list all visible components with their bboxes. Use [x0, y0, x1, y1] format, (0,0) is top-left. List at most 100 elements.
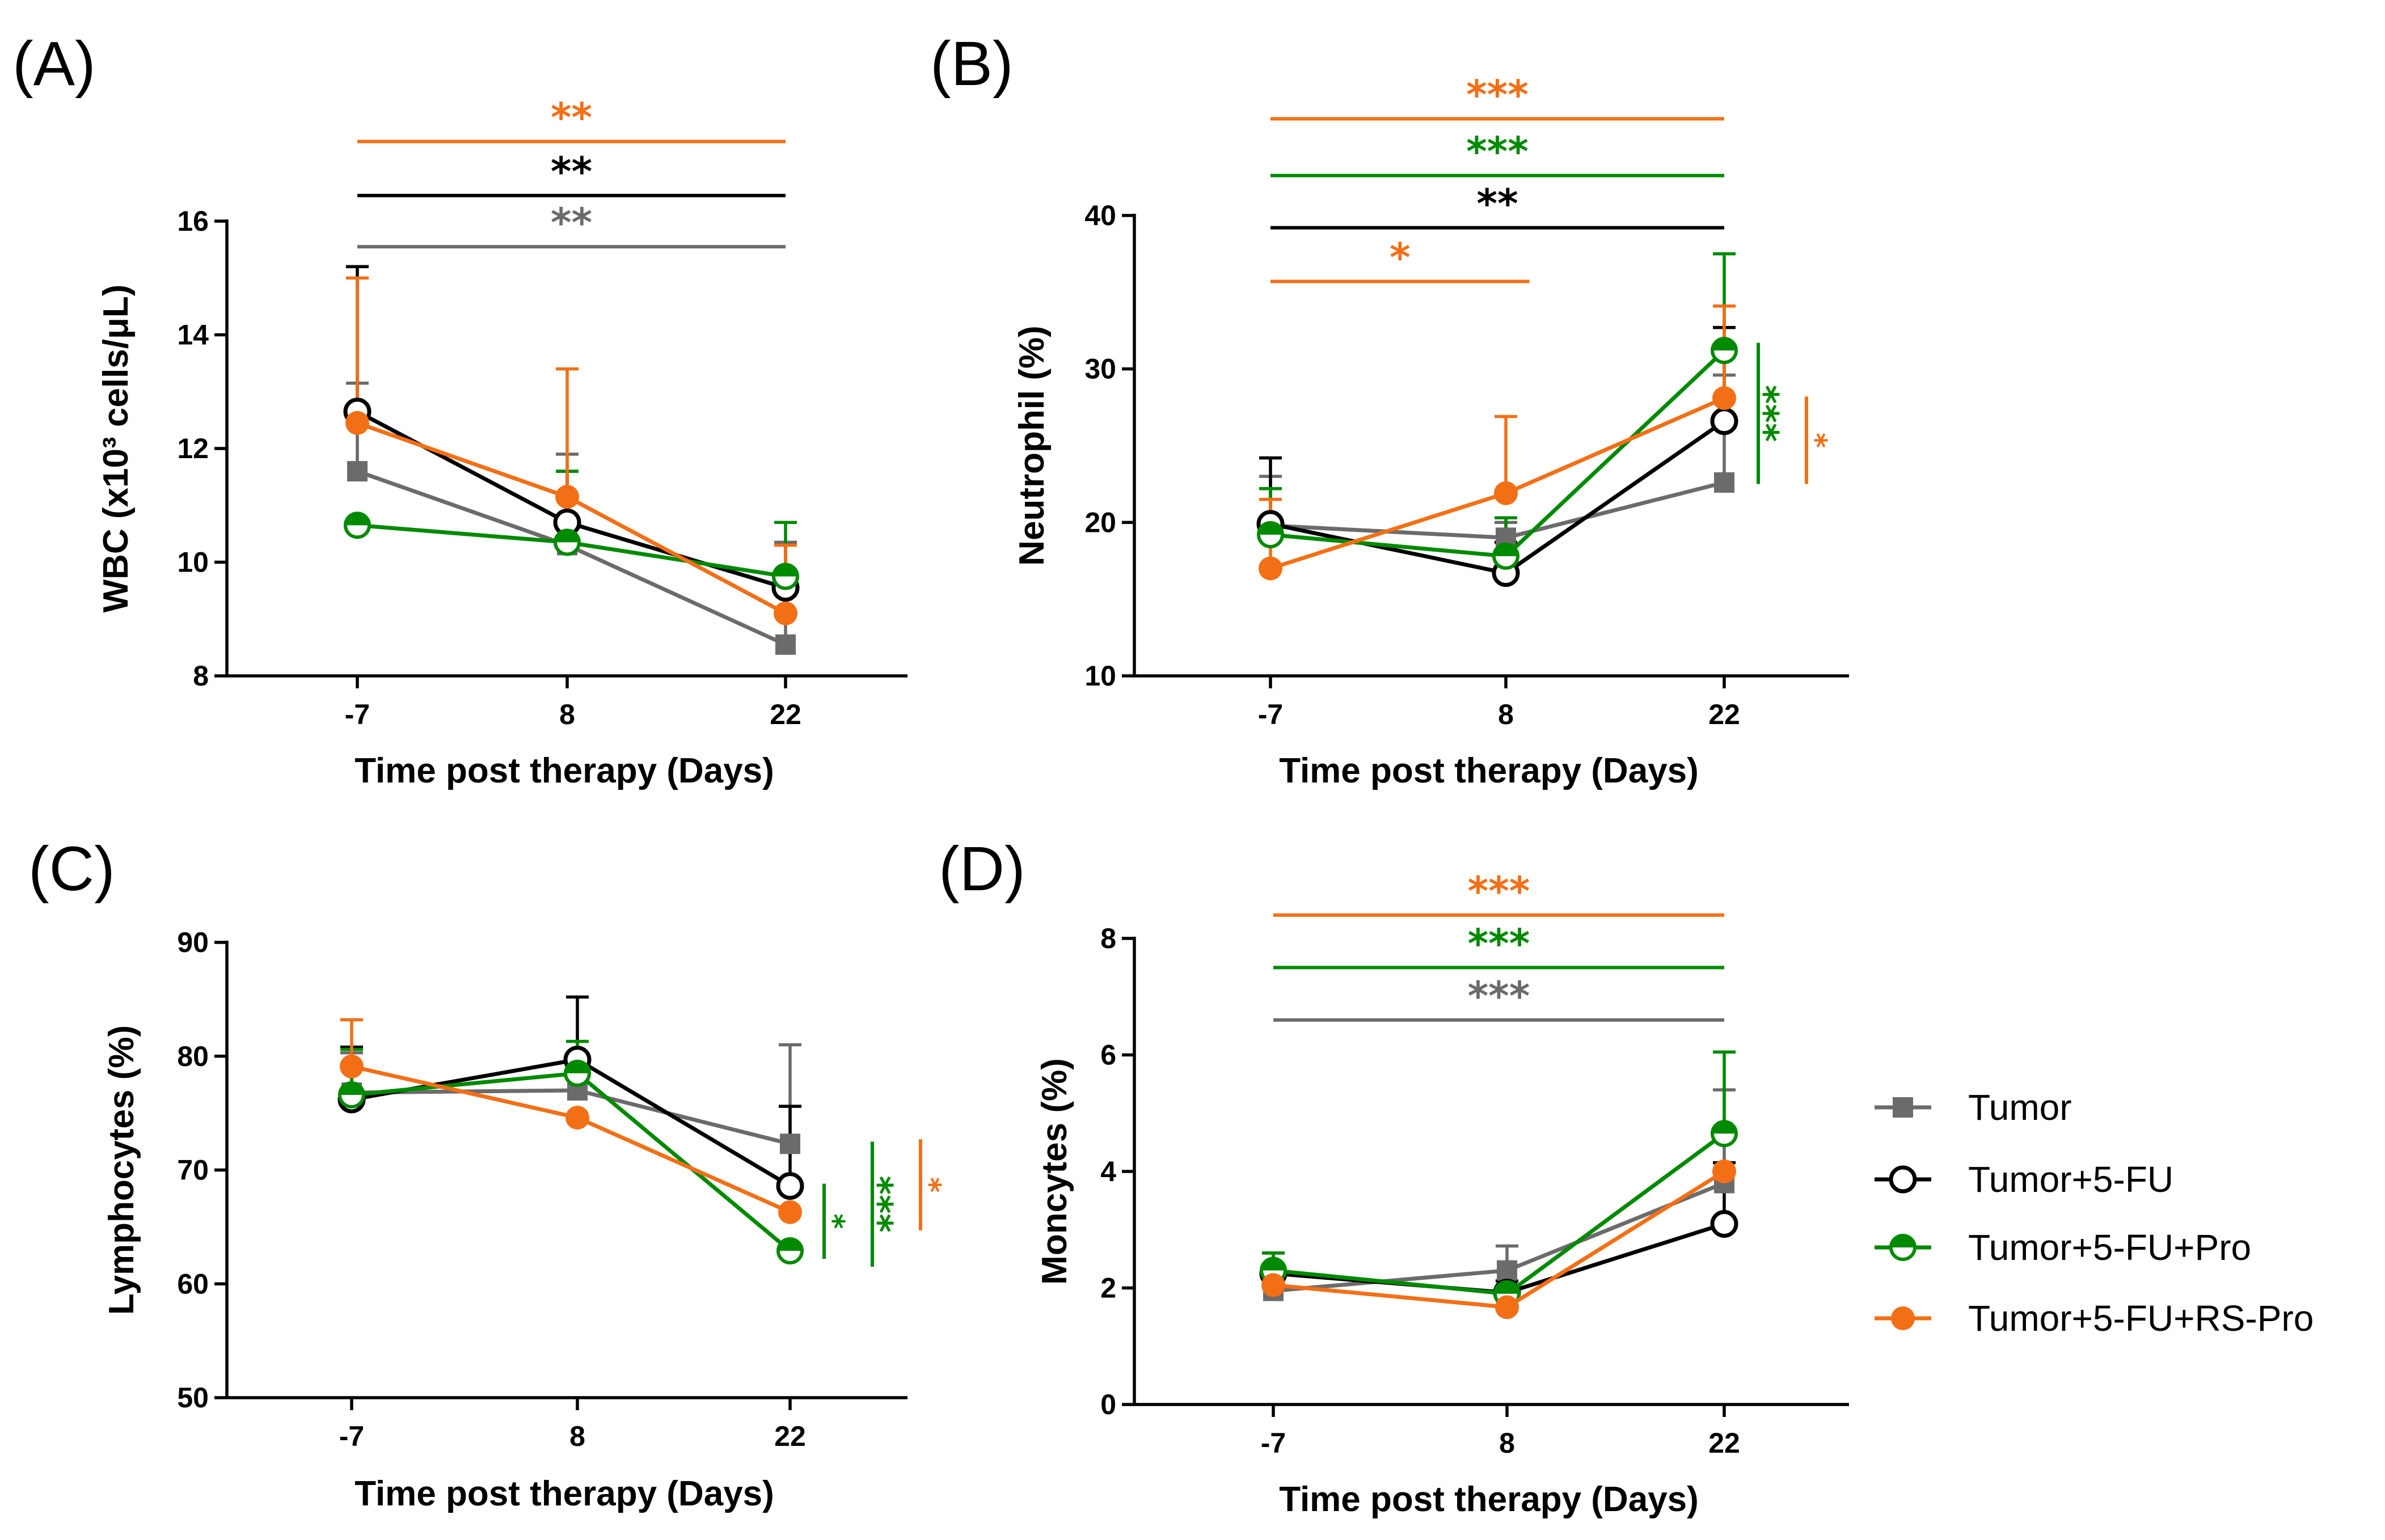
series-point-marker-fill: [340, 1083, 364, 1095]
series-point-marker-fill: [778, 1239, 802, 1251]
series-point-marker: [778, 1200, 802, 1224]
series-tumor-5-fu-rs-pro: [1261, 1160, 1736, 1319]
legend-label: Tumor+5-FU+Pro: [1968, 1227, 2251, 1268]
panel-a: (A) 8 10 12 14 16 -7 8 22 Time post therapy (Days…: [12, 29, 907, 790]
y-tick-label: 10: [177, 547, 209, 578]
x-tick-label: 22: [770, 699, 801, 730]
series-point-marker: [1495, 1295, 1519, 1319]
x-tick-label: 8: [1499, 1427, 1515, 1459]
x-tick-label: -7: [1258, 699, 1283, 730]
series-point-marker: [345, 411, 369, 435]
y-tick-label: 80: [177, 1040, 209, 1072]
series-point-marker-fill: [1259, 522, 1282, 535]
series-point-marker-fill: [774, 564, 797, 577]
significance-stars: *: [827, 1213, 861, 1229]
series-tumor-5-fu-rs-pro: [340, 1054, 802, 1224]
legend-item: Tumor+5-FU+Pro: [1875, 1227, 2251, 1268]
x-tick-label: -7: [339, 1420, 364, 1452]
panel-label: (B): [930, 29, 1014, 99]
series-point-marker-fill: [1494, 544, 1518, 556]
series-point-marker: [1712, 386, 1736, 411]
series-point-marker: [340, 1054, 364, 1078]
x-tick-label: 22: [1708, 1427, 1740, 1459]
series-point-marker: [775, 634, 796, 655]
significance-stars: ***: [1468, 973, 1530, 1019]
legend-item: Tumor+5-FU+RS-Pro: [1875, 1298, 2314, 1339]
panel-label: (A): [12, 29, 96, 99]
y-tick-label: 4: [1100, 1156, 1116, 1187]
x-axis-title: Time post therapy (Days): [1279, 1480, 1699, 1519]
series-point-marker-fill: [345, 513, 369, 526]
series-point-marker: [1714, 472, 1734, 493]
x-axis-title: Time post therapy (Days): [354, 1474, 774, 1513]
legend-point-marker: [1889, 1165, 1917, 1194]
series-point-marker-fill: [1712, 339, 1736, 351]
series-point-marker: [1710, 407, 1738, 435]
significance-stars: **: [551, 149, 592, 195]
y-tick-label: 0: [1100, 1389, 1116, 1420]
series-line: [1270, 349, 1726, 559]
y-tick-label: 2: [1100, 1272, 1116, 1304]
x-tick-label: 22: [774, 1420, 806, 1452]
series-point-marker: [780, 1133, 800, 1154]
legend-item: Tumor: [1875, 1087, 2072, 1128]
y-axis-title: Moncytes (%): [1035, 1058, 1074, 1285]
x-tick-label: -7: [1261, 1427, 1286, 1459]
series-tumor-5-fu-rs-pro: [345, 411, 797, 625]
x-tick-label: 8: [569, 1420, 585, 1452]
x-axis-title: Time post therapy (Days): [1279, 751, 1699, 790]
x-tick-label: -7: [345, 699, 370, 730]
series-point-marker: [1259, 556, 1282, 581]
series-point-marker-fill: [1712, 1122, 1736, 1134]
series-point-marker: [774, 601, 797, 625]
significance-stars: **: [551, 95, 592, 141]
y-tick-label: 16: [177, 205, 209, 237]
series-point-marker: [555, 485, 579, 509]
y-tick-label: 8: [193, 660, 209, 692]
series-point-marker: [1710, 1209, 1738, 1238]
y-tick-label: 12: [177, 433, 209, 464]
x-axis-title: Time post therapy (Days): [354, 751, 774, 790]
significance-stars: ***: [1468, 920, 1530, 967]
series-point-marker-fill: [1261, 1258, 1285, 1271]
series-tumor-5-fu-rs-pro: [1259, 386, 1736, 581]
y-tick-label: 50: [177, 1382, 209, 1414]
x-tick-label: 8: [559, 699, 575, 730]
series-point-marker: [1261, 1273, 1285, 1297]
series-point-marker: [1712, 1160, 1736, 1183]
y-tick-label: 14: [177, 319, 209, 351]
series-point-marker-fill: [565, 1061, 589, 1073]
significance-stars: ***: [871, 1176, 913, 1233]
significance-stars: **: [551, 200, 592, 246]
series-tumor-5-fu-pro: [338, 1059, 804, 1265]
panel-d: (D) 0 2 4 6 8 -7 8 22 Time post therapy (Days) Mon…: [939, 834, 1849, 1519]
panel-label: (C): [28, 834, 115, 904]
x-tick-label: 22: [1708, 699, 1740, 730]
significance-stars: **: [1476, 181, 1518, 227]
series-point-marker: [1497, 1260, 1517, 1281]
series-point-marker: [776, 1172, 804, 1200]
legend-label: Tumor+5-FU: [1968, 1159, 2173, 1200]
series-point-marker: [1494, 481, 1518, 505]
series-point-marker-fill: [555, 530, 579, 543]
significance-stars: *: [923, 1177, 957, 1192]
panel-label: (D): [939, 834, 1025, 904]
series-point-marker: [347, 461, 368, 482]
y-tick-label: 30: [1084, 353, 1116, 385]
significance-stars: ***: [1466, 71, 1529, 118]
x-tick-label: 8: [1498, 699, 1514, 730]
y-tick-label: 20: [1084, 506, 1116, 538]
y-axis-title: Neutrophil (%): [1012, 325, 1052, 566]
y-tick-label: 6: [1100, 1039, 1116, 1071]
legend: Tumor Tumor+5-FU Tumor+5-FU+Pro Tumor+5-FU+…: [1875, 1087, 2314, 1339]
series-point-marker-fill: [1495, 1281, 1519, 1294]
y-tick-label: 8: [1100, 923, 1116, 954]
significance-stars: ***: [1757, 385, 1799, 442]
panel-b: (B) 10 20 30 40 -7 8 22 Time post therapy (Days)…: [930, 29, 1849, 790]
significance-stars: *: [1390, 234, 1411, 281]
y-tick-label: 40: [1084, 200, 1116, 231]
legend-point-marker: [1891, 1306, 1915, 1330]
legend-label: Tumor+5-FU+RS-Pro: [1968, 1298, 2314, 1339]
